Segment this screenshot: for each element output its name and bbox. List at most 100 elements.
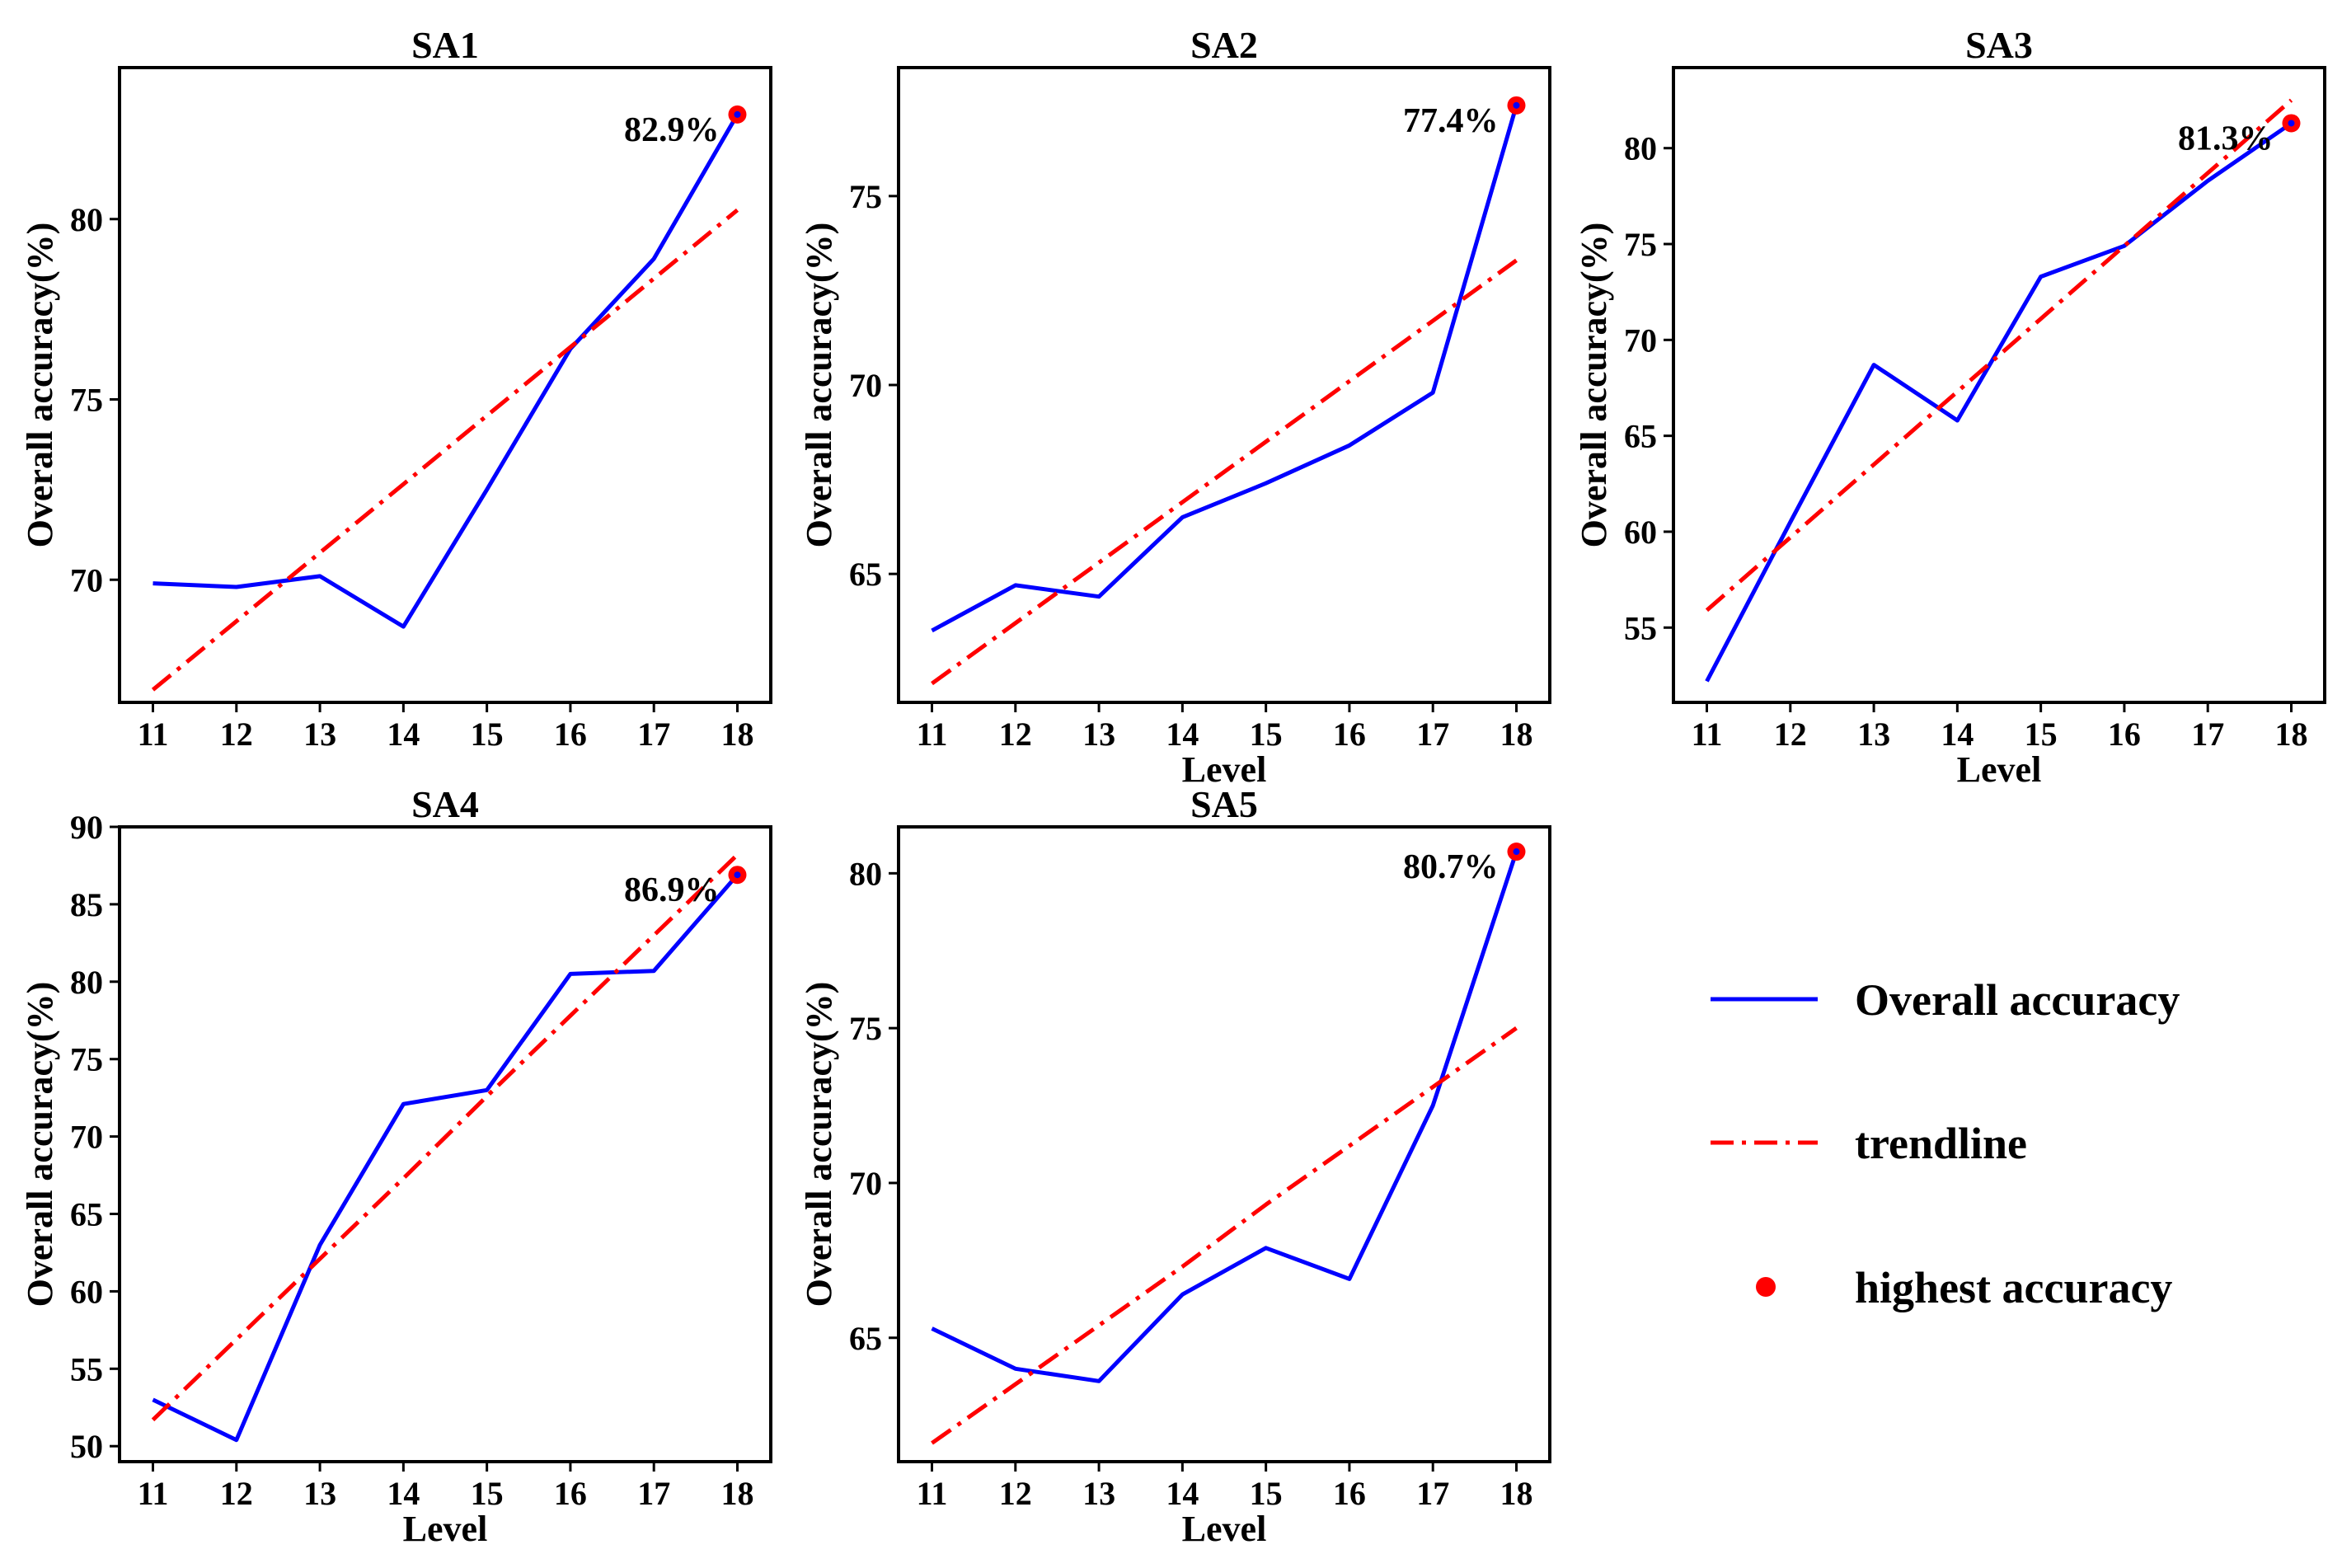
x-tick-label: 15 [471, 716, 504, 753]
x-tick-label: 13 [1082, 716, 1115, 753]
trendline [151, 853, 739, 1422]
x-tick-label: 11 [138, 1475, 169, 1512]
highest-accuracy-point-center [1513, 848, 1520, 856]
y-tick-label: 90 [70, 809, 103, 846]
x-tick-label: 15 [1250, 1475, 1283, 1512]
y-axis-label: Overall accuracy(%) [20, 982, 60, 1307]
x-tick-label: 18 [1500, 716, 1532, 753]
x-tick-label: 17 [2191, 716, 2224, 753]
plot-frame [1672, 66, 2326, 704]
x-tick-label: 14 [387, 716, 420, 753]
chart-4: SA4 11 12 13 14 15 16 17 18 50 55 60 65 70 75 80 85 90 Ove… [20, 783, 772, 1549]
y-tick-label: 65 [70, 1196, 103, 1233]
y-axis-label: Overall accuracy(%) [1574, 223, 1614, 548]
y-tick-label: 85 [70, 886, 103, 923]
chart-title: SA3 [1965, 24, 2033, 66]
y-tick-label: 65 [849, 1320, 882, 1357]
x-tick-label: 17 [637, 1475, 670, 1512]
x-tick-label: 12 [1774, 716, 1807, 753]
x-tick-label: 16 [1333, 716, 1366, 753]
trendline [1705, 98, 2293, 613]
trendline [151, 208, 739, 692]
x-tick-label: 16 [2108, 716, 2141, 753]
y-tick-label: 70 [849, 1165, 882, 1202]
x-tick-label: 11 [917, 1475, 948, 1512]
chart-title: SA4 [411, 783, 479, 825]
highest-accuracy-label: 86.9% [624, 871, 720, 909]
y-tick-label: 70 [1624, 322, 1657, 359]
y-tick-label: 70 [70, 561, 103, 599]
trendline [931, 1026, 1518, 1445]
y-tick-label: 60 [70, 1273, 103, 1310]
trendline [931, 258, 1518, 686]
y-axis-label: Overall accuracy(%) [20, 223, 60, 548]
x-tick-label: 12 [220, 716, 253, 753]
highest-accuracy-point-center [734, 110, 741, 118]
x-tick-label: 17 [1416, 716, 1449, 753]
y-tick-label: 80 [849, 855, 882, 892]
accuracy-line [152, 873, 739, 1443]
x-tick-label: 14 [1166, 716, 1199, 753]
accuracy-line [153, 113, 739, 629]
chart-title: SA2 [1190, 24, 1258, 66]
chart-2: SA2 11 12 13 14 15 16 17 18 65 70 75 Overall accurac… [799, 24, 1551, 790]
legend-label-trendline: trendline [1855, 1119, 2027, 1168]
highest-accuracy-point-center [2288, 120, 2295, 127]
y-tick-label: 75 [70, 382, 103, 419]
plot-frame [118, 825, 772, 1463]
x-tick-label: 17 [637, 716, 670, 753]
highest-accuracy-point-center [734, 871, 741, 879]
x-tick-label: 15 [471, 1475, 504, 1512]
plot-frame [897, 825, 1551, 1463]
x-axis-label: Level [403, 1509, 488, 1549]
accuracy-line [1705, 121, 2293, 683]
x-tick-label: 12 [999, 1475, 1032, 1512]
x-tick-label: 11 [1692, 716, 1723, 753]
y-axis-label: Overall accuracy(%) [799, 982, 839, 1307]
highest-accuracy-point-center [1513, 101, 1520, 109]
x-tick-label: 18 [720, 716, 753, 753]
chart-3: SA3 11 12 13 14 15 16 17 18 55 60 65 70 75 80 Overall a… [1574, 24, 2326, 790]
y-tick-label: 65 [1624, 418, 1657, 455]
x-tick-label: 18 [2274, 716, 2307, 753]
y-tick-label: 70 [70, 1119, 103, 1156]
y-tick-label: 75 [1624, 226, 1657, 263]
y-tick-label: 55 [1624, 609, 1657, 646]
highest-accuracy-label: 81.3% [2178, 120, 2274, 157]
x-tick-label: 15 [2025, 716, 2058, 753]
x-tick-label: 16 [1333, 1475, 1366, 1512]
y-tick-label: 50 [70, 1428, 103, 1465]
x-axis-label: Level [1957, 749, 2042, 790]
y-tick-label: 75 [849, 178, 882, 215]
x-axis-label: Level [1182, 1509, 1267, 1549]
x-tick-label: 14 [1166, 1475, 1199, 1512]
y-tick-label: 65 [849, 556, 882, 593]
chart-title: SA5 [1190, 783, 1258, 825]
y-tick-label: 70 [849, 367, 882, 404]
x-tick-label: 13 [303, 716, 336, 753]
y-tick-label: 60 [1624, 514, 1657, 551]
x-tick-label: 14 [387, 1475, 420, 1512]
legend: Overall accuracy trendline highest accur… [1711, 975, 2180, 1312]
x-tick-label: 11 [138, 716, 169, 753]
y-tick-label: 80 [1624, 130, 1657, 167]
chart-title: SA1 [411, 24, 479, 66]
y-tick-label: 80 [70, 964, 103, 1001]
y-tick-label: 55 [70, 1350, 103, 1387]
chart-5: SA5 11 12 13 14 15 16 17 18 65 70 75 80 Overall accur… [799, 783, 1551, 1549]
x-tick-label: 12 [999, 716, 1032, 753]
x-tick-label: 18 [1500, 1475, 1532, 1512]
x-axis-label: Level [1182, 749, 1267, 790]
x-tick-label: 13 [1082, 1475, 1115, 1512]
x-tick-label: 16 [554, 716, 587, 753]
x-tick-label: 17 [1416, 1475, 1449, 1512]
x-tick-label: 11 [917, 716, 948, 753]
x-tick-label: 16 [554, 1475, 587, 1512]
x-tick-label: 15 [1250, 716, 1283, 753]
accuracy-line [931, 851, 1518, 1383]
y-tick-label: 75 [849, 1010, 882, 1047]
highest-accuracy-label: 80.7% [1403, 848, 1499, 886]
highest-accuracy-label: 82.9% [624, 111, 720, 149]
plot-frame [897, 66, 1551, 704]
